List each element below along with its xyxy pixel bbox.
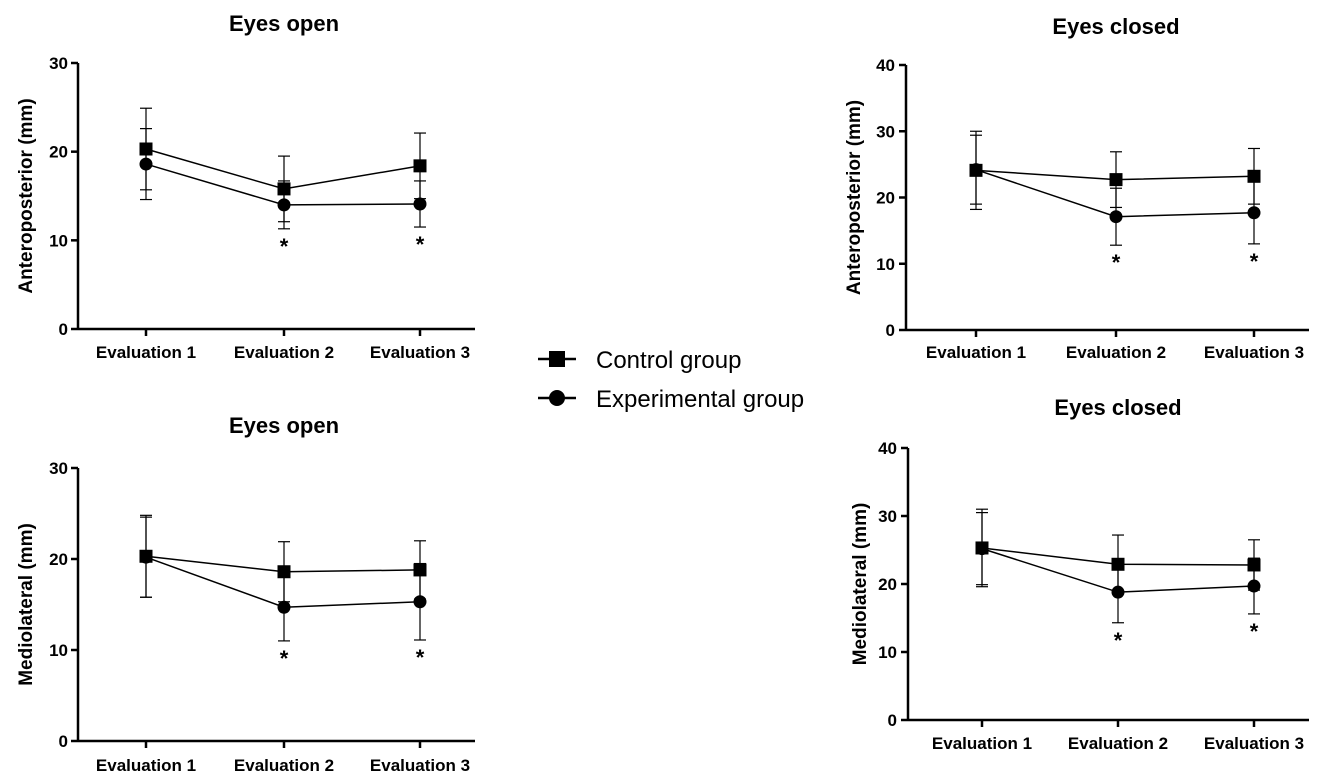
chart-panel: Eyes closed Mediolateral (mm) 0 10 20 30 40 Eva…	[850, 395, 1309, 753]
data-point-circle	[277, 198, 291, 212]
x-tick-label: Evaluation 2	[1066, 343, 1166, 362]
x-tick-label: Evaluation 3	[1204, 734, 1304, 753]
significance-marker: *	[280, 234, 289, 259]
y-axis-label: Mediolateral (mm)	[850, 503, 871, 666]
y-tick-label: 10	[49, 231, 68, 250]
series-experimental	[139, 128, 427, 230]
y-axis-label: Anteroposterior (mm)	[844, 100, 865, 295]
legend: Control group Experimental group	[538, 347, 804, 413]
x-tick-label: Evaluation 3	[1204, 343, 1304, 362]
series-experimental	[139, 516, 427, 642]
x-tick-label: Evaluation 1	[926, 343, 1026, 362]
data-point-circle	[413, 197, 427, 211]
data-point-circle	[969, 163, 983, 177]
series-experimental	[975, 511, 1261, 624]
significance-marker: *	[1114, 628, 1123, 653]
chart-title: Eyes closed	[1054, 395, 1181, 420]
series-control	[139, 514, 427, 603]
series-experimental	[969, 134, 1261, 246]
y-tick-label: 10	[876, 255, 895, 274]
series-control	[969, 130, 1261, 211]
significance-marker: *	[1250, 249, 1259, 274]
square-marker-icon	[549, 351, 565, 367]
x-tick-label: Evaluation 1	[96, 343, 196, 362]
y-tick-label: 20	[878, 575, 897, 594]
x-tick-label: Evaluation 3	[370, 756, 470, 774]
data-point-circle	[975, 542, 989, 556]
x-tick-label: Evaluation 1	[96, 756, 196, 774]
y-tick-label: 0	[59, 320, 68, 339]
data-point-square	[1247, 169, 1261, 183]
y-tick-label: 30	[49, 54, 68, 73]
y-tick-label: 20	[49, 143, 68, 162]
data-point-circle	[1247, 579, 1261, 593]
legend-item-experimental: Experimental group	[538, 386, 804, 413]
data-point-circle	[413, 595, 427, 609]
significance-marker: *	[280, 646, 289, 671]
y-tick-label: 40	[876, 56, 895, 75]
data-point-circle	[1111, 585, 1125, 599]
legend-label-control: Control group	[596, 347, 741, 374]
series-line	[145, 556, 421, 608]
chart-title: Eyes closed	[1052, 14, 1179, 39]
y-tick-label: 30	[878, 507, 897, 526]
y-tick-label: 0	[888, 711, 897, 730]
legend-item-control: Control group	[538, 347, 741, 374]
y-tick-label: 30	[876, 122, 895, 141]
circle-marker-icon	[549, 390, 565, 406]
data-point-circle	[1109, 210, 1123, 224]
data-point-square	[1109, 173, 1123, 187]
data-point-circle	[1247, 206, 1261, 220]
significance-marker: *	[1112, 250, 1121, 275]
y-tick-label: 30	[49, 459, 68, 478]
significance-marker: *	[416, 645, 425, 670]
chart-panel: Eyes open Mediolateral (mm) 0 10 20 30 Evaluat…	[16, 413, 475, 774]
y-tick-label: 10	[878, 643, 897, 662]
y-tick-label: 0	[59, 732, 68, 751]
data-point-square	[277, 565, 291, 579]
y-tick-label: 10	[49, 641, 68, 660]
data-point-circle	[277, 600, 291, 614]
x-tick-label: Evaluation 2	[234, 756, 334, 774]
significance-marker: *	[1250, 619, 1259, 644]
data-point-square	[413, 159, 427, 173]
chart-panel: Eyes open Anteroposterior (mm) 0 10 20 30 Eval…	[16, 11, 475, 362]
data-point-circle	[139, 157, 153, 171]
y-tick-label: 40	[878, 439, 897, 458]
x-tick-label: Evaluation 3	[370, 343, 470, 362]
chart-panel: Eyes closed Anteroposterior (mm) 0 10 20 30 40…	[844, 14, 1309, 362]
x-tick-label: Evaluation 2	[1068, 734, 1168, 753]
chart-title: Eyes open	[229, 11, 339, 36]
y-axis-label: Mediolateral (mm)	[16, 523, 37, 686]
x-tick-label: Evaluation 2	[234, 343, 334, 362]
data-point-circle	[139, 550, 153, 564]
y-tick-label: 0	[886, 321, 895, 340]
y-axis-label: Anteroposterior (mm)	[16, 98, 37, 293]
y-tick-label: 20	[49, 550, 68, 569]
legend-label-experimental: Experimental group	[596, 386, 804, 413]
significance-marker: *	[416, 232, 425, 257]
x-tick-label: Evaluation 1	[932, 734, 1032, 753]
y-tick-label: 20	[876, 189, 895, 208]
chart-title: Eyes open	[229, 413, 339, 438]
